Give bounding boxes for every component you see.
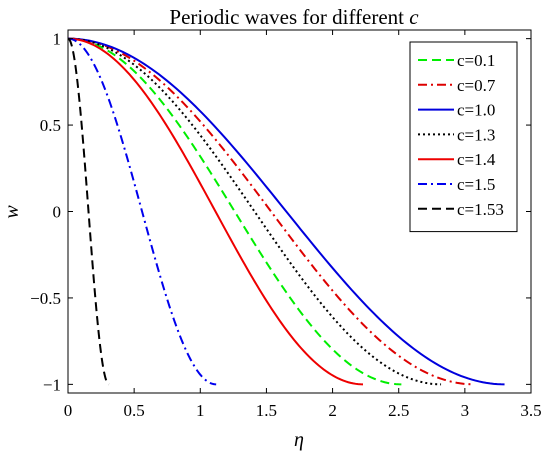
- tick-layer: 0 0.5 1 1.5 2 2.5 3 3.5 1 0.5 0 −0.5 −1: [30, 30, 541, 420]
- legend-label-c-1-0: c=1.0: [457, 101, 495, 120]
- y-tick-label: −1: [43, 375, 61, 394]
- x-tick-label: 0: [64, 401, 73, 420]
- legend-label-c-1-5: c=1.5: [457, 175, 495, 194]
- chart-title: Periodic waves for different c: [169, 5, 419, 29]
- y-tick-label: 0: [53, 203, 62, 222]
- y-tick-label: 1: [53, 30, 62, 49]
- x-axis-label: η: [294, 429, 304, 451]
- legend-label-c-1-53: c=1.53: [457, 200, 504, 219]
- x-tick-label: 0.5: [124, 401, 145, 420]
- x-tick-label: 1: [196, 401, 205, 420]
- series-line-c-1-4: [68, 37, 364, 386]
- legend: c=0.1 c=0.7 c=1.0 c=1.3 c=1.4 c=1.5 c=1.53: [409, 41, 518, 233]
- y-tick-label: −0.5: [30, 289, 61, 308]
- series-line-c-1-5: [68, 37, 217, 386]
- legend-label-c-1-4: c=1.4: [457, 150, 496, 169]
- legend-box: [409, 41, 518, 233]
- legend-label-c-0-1: c=0.1: [457, 51, 495, 70]
- x-tick-label: 3.5: [520, 401, 541, 420]
- legend-label-c-0-7: c=0.7: [457, 76, 496, 95]
- legend-label-c-1-3: c=1.3: [457, 125, 495, 144]
- series-line-c-1-0: [68, 37, 505, 386]
- y-tick-label: 0.5: [40, 116, 61, 135]
- series-layer: [68, 37, 505, 386]
- x-tick-label: 2: [328, 401, 337, 420]
- x-tick-label: 2.5: [388, 401, 409, 420]
- series-line-c-0-7: [68, 37, 475, 386]
- series-line-c-0-1: [68, 37, 402, 386]
- x-tick-label: 3: [461, 401, 470, 420]
- y-axis-label: w: [1, 205, 23, 219]
- series-line-c-1-53: [68, 37, 110, 386]
- x-tick-label: 1.5: [256, 401, 277, 420]
